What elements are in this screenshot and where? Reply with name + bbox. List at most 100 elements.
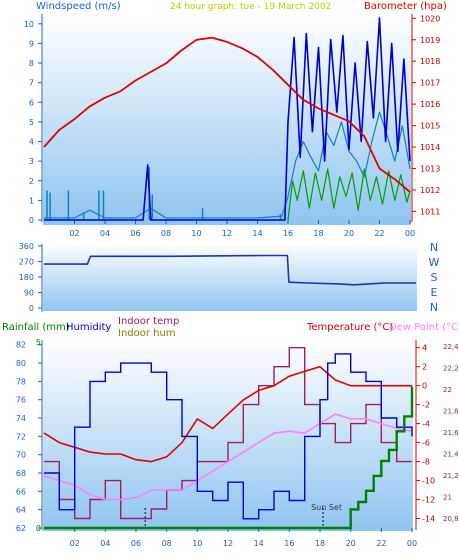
hum-tick-label: 76 <box>16 396 26 405</box>
temp-x-tick-label: 02 <box>70 539 80 548</box>
indoor-tick-label: 21,6 <box>443 429 459 437</box>
indoor-tick-label: 21,4 <box>443 451 459 459</box>
baro-right-tick-label: 1013 <box>420 165 440 174</box>
dir-compass-label: E <box>431 286 438 299</box>
wind-left-tick-label: 3 <box>29 157 34 166</box>
wind-x-tick-label: 12 <box>222 229 232 238</box>
windspeed-axis-title: Windspeed (m/s) <box>36 1 121 12</box>
hum-tick-label: 80 <box>16 359 26 368</box>
temperature-axis-title: Temperature (°C) <box>306 322 393 333</box>
dir-compass-label: W <box>429 256 440 269</box>
dir-tick-label: 180 <box>19 273 34 282</box>
wind-x-tick-label: 22 <box>374 229 384 238</box>
hum-tick-label: 64 <box>16 506 26 515</box>
temp-tick-label: -14 <box>422 515 435 524</box>
temp-x-tick-label: 08 <box>162 539 172 548</box>
rain-tick-label: 5 <box>36 338 41 347</box>
barometer-axis-title: Barometer (hpa) <box>364 1 447 12</box>
temp-tick-label: 0 <box>422 382 427 391</box>
indoor-tick-label: 21,8 <box>443 408 459 416</box>
wind-x-tick-label: 02 <box>69 229 79 238</box>
dir-compass-label: N <box>430 241 438 254</box>
rain-tick-label: 0 <box>36 524 41 533</box>
indoor-tick-label: 20,8 <box>443 515 459 523</box>
temp-tick-label: -8 <box>422 458 430 467</box>
dir-tick-label: 360 <box>19 242 34 251</box>
hum-tick-label: 66 <box>16 487 26 496</box>
temp-x-tick-label: 10 <box>192 539 202 548</box>
temp-x-tick-label: 00 <box>407 539 417 548</box>
wind-left-tick-label: 6 <box>29 98 34 107</box>
hum-tick-label: 70 <box>16 451 26 460</box>
baro-right-tick-label: 1017 <box>420 79 440 88</box>
temp-x-tick-label: 06 <box>131 539 141 548</box>
temp-x-tick-label: 14 <box>254 539 264 548</box>
baro-right-tick-label: 1020 <box>420 14 440 23</box>
hum-tick-label: 62 <box>16 524 26 533</box>
temp-tick-label: 2 <box>422 363 427 372</box>
temp-tick-label: 4 <box>422 344 427 353</box>
wind-x-tick-label: 16 <box>283 229 293 238</box>
indoor-tick-label: 22,4 <box>443 343 459 351</box>
wind-left-tick-label: 1 <box>29 196 34 205</box>
hum-tick-label: 74 <box>16 414 26 423</box>
indoor-temp-legend: Indoor temp <box>118 316 179 327</box>
hum-tick-label: 72 <box>16 432 26 441</box>
humidity-line <box>44 353 413 520</box>
wind-left-tick-label: 5 <box>29 118 34 127</box>
wind-direction-line <box>44 254 416 286</box>
dir-tick-label: 90 <box>24 289 34 298</box>
wind-left-tick-label: 10 <box>24 20 34 29</box>
wind-x-tick-label: 08 <box>161 229 171 238</box>
wind-left-tick-label: 7 <box>29 79 34 88</box>
hum-tick-label: 78 <box>16 377 26 386</box>
wind-x-tick-label: 10 <box>191 229 201 238</box>
wind-x-tick-label: 20 <box>344 229 354 238</box>
barometer-line <box>43 36 411 193</box>
wind-x-tick-label: 00 <box>405 229 415 238</box>
temp-tick-label: -6 <box>422 439 430 448</box>
temp-tick-label: -4 <box>422 420 430 429</box>
baro-right-tick-label: 1019 <box>420 36 440 45</box>
wind-x-tick-label: 06 <box>130 229 140 238</box>
wind-x-tick-label: 18 <box>313 229 323 238</box>
hum-tick-label: 68 <box>16 469 26 478</box>
baro-right-tick-label: 1015 <box>420 122 440 131</box>
baro-right-tick-label: 1012 <box>420 186 440 195</box>
baro-right-tick-label: 1011 <box>420 207 440 216</box>
rainfall-line <box>44 386 414 530</box>
dewpoint-axis-title: Dew Point (°C) <box>389 322 459 333</box>
wind-left-tick-label: 0 <box>29 216 34 225</box>
temp-x-tick-label: 16 <box>284 539 294 548</box>
sunset-label: Sun Set <box>311 503 342 512</box>
hum-tick-label: 82 <box>16 341 26 350</box>
baro-right-tick-label: 1014 <box>420 143 440 152</box>
baro-right-tick-label: 1018 <box>420 57 440 66</box>
dewpoint-line <box>43 413 413 501</box>
dir-compass-label: N <box>430 301 438 314</box>
indoor-tick-label: 21 <box>443 494 452 502</box>
rainfall-axis-title: Rainfall (mm) <box>2 322 70 333</box>
temp-tick-label: -10 <box>422 477 435 486</box>
temp-x-tick-label: 22 <box>376 539 386 548</box>
humidity-axis-title: Humidity <box>66 322 111 333</box>
temp-x-tick-label: 18 <box>315 539 325 548</box>
indoor-temp-line <box>44 347 412 520</box>
indoor-tick-label: 21,2 <box>443 472 459 480</box>
wind-average-line <box>44 17 411 221</box>
indoor-tick-label: 22 <box>443 386 452 394</box>
baro-right-tick-label: 1016 <box>420 100 440 109</box>
wind-panel-bg <box>41 13 413 227</box>
temp-x-tick-label: 12 <box>223 539 233 548</box>
temp-tick-label: -12 <box>422 496 435 505</box>
wind-x-tick-label: 14 <box>252 229 262 238</box>
dir-tick-label: 0 <box>29 304 34 313</box>
wind-left-tick-label: 9 <box>29 39 34 48</box>
wind-left-tick-label: 4 <box>29 138 34 147</box>
dir-tick-label: 270 <box>19 258 34 267</box>
indoor-hum-legend: Indoor hum <box>118 328 176 339</box>
temp-tick-label: -2 <box>422 401 430 410</box>
temperature-line <box>43 365 412 463</box>
